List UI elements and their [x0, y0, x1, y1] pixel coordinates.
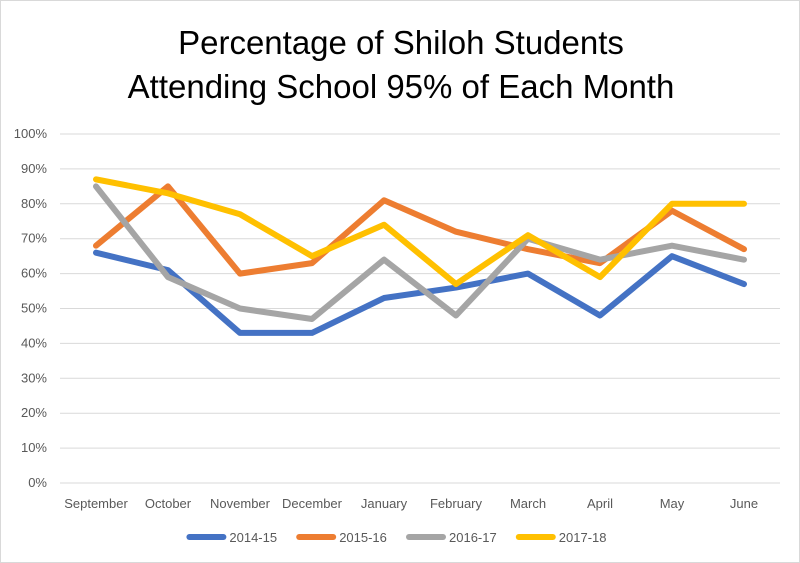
x-tick-label: October [145, 496, 192, 511]
series-line-2014-15 [93, 249, 747, 336]
legend-label: 2016-17 [449, 530, 497, 545]
series-line-2017-18 [93, 176, 747, 288]
series-lines [93, 176, 747, 336]
x-tick-label: April [587, 496, 613, 511]
y-tick-label: 60% [21, 266, 47, 281]
gridlines [60, 133, 780, 484]
x-tick-label: November [210, 496, 271, 511]
y-tick-label: 100% [14, 126, 48, 141]
y-tick-label: 20% [21, 405, 47, 420]
x-tick-label: February [430, 496, 483, 511]
y-axis-tick-labels: 0% 10% 20% 30% 40% 50% 60% 70% 80% 90% 100% [14, 126, 48, 490]
chart-title-line1: Percentage of Shiloh Students [178, 24, 624, 61]
y-tick-label: 90% [21, 161, 47, 176]
y-tick-label: 10% [21, 440, 47, 455]
y-tick-label: 30% [21, 370, 47, 385]
legend-label: 2017-18 [559, 530, 607, 545]
x-tick-label: January [361, 496, 408, 511]
legend-label: 2015-16 [339, 530, 387, 545]
legend-label: 2014-15 [229, 530, 277, 545]
chart-title: Percentage of Shiloh Students Attending … [1, 21, 800, 109]
x-tick-label: June [730, 496, 758, 511]
y-tick-label: 40% [21, 335, 47, 350]
x-axis-tick-labels: September October November December January F… [64, 496, 758, 511]
y-tick-label: 80% [21, 196, 47, 211]
x-tick-label: December [282, 496, 343, 511]
chart-title-line2: Attending School 95% of Each Month [127, 68, 675, 105]
legend: 2014-15 2015-16 2016-17 2017-18 [186, 530, 607, 545]
series-line-2016-17 [93, 183, 747, 322]
x-tick-label: March [510, 496, 546, 511]
y-tick-label: 50% [21, 301, 47, 316]
y-tick-label: 70% [21, 231, 47, 246]
x-tick-label: September [64, 496, 128, 511]
x-tick-label: May [660, 496, 685, 511]
y-tick-label: 0% [28, 475, 47, 490]
